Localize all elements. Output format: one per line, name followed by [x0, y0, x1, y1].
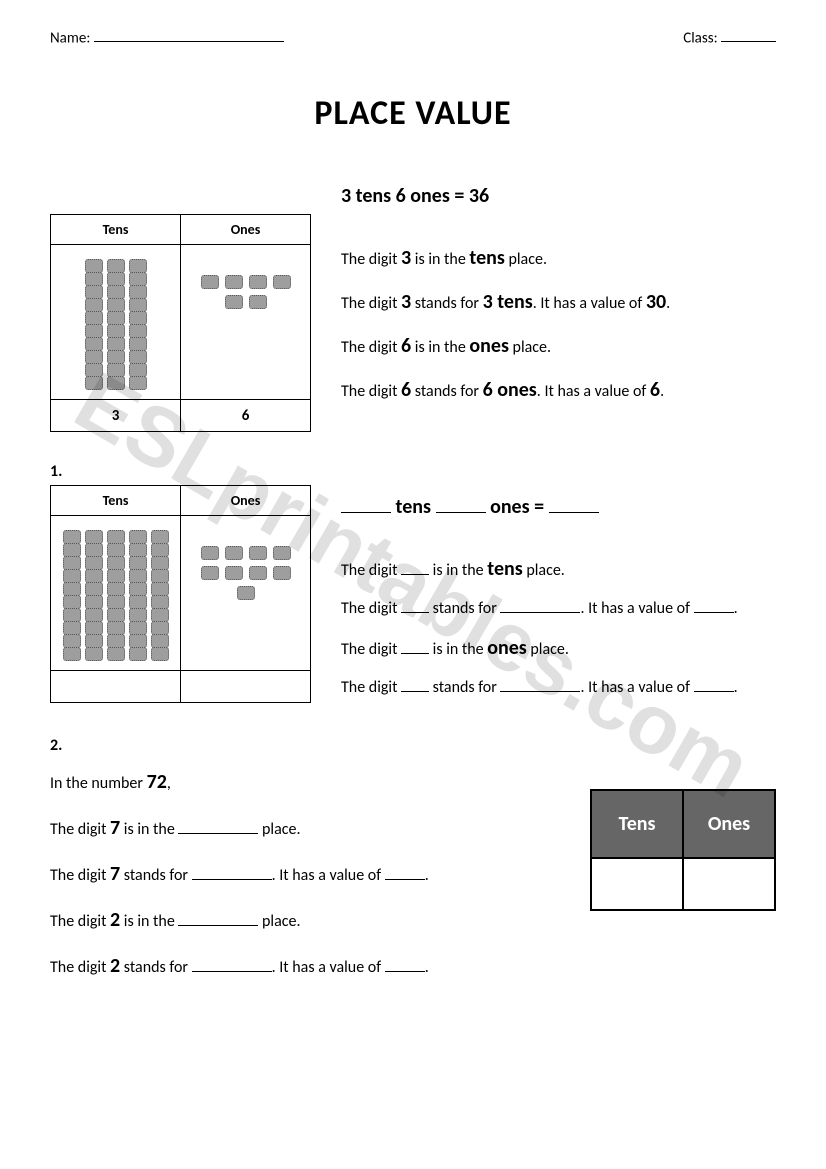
- q1-ones-blank[interactable]: [181, 671, 311, 703]
- tens-blocks-cell: [51, 245, 181, 400]
- q1-ones-cell: [181, 516, 311, 671]
- class-blank[interactable]: [721, 28, 776, 42]
- ex-line4: The digit 6 stands for 6 ones. It has a …: [341, 368, 776, 412]
- class-field: Class:: [683, 28, 776, 47]
- name-field: Name:: [50, 28, 284, 47]
- header: Name: Class:: [50, 28, 776, 47]
- example-table: TensOnes 36: [50, 214, 311, 432]
- q1-line2: The digit stands for . It has a value of…: [341, 591, 776, 626]
- q2-line4: The digit 2 stands for . It has a value …: [50, 943, 776, 989]
- th-tens: Tens: [51, 215, 181, 245]
- tens-digit: 3: [51, 400, 181, 432]
- q1-tens-cell: [51, 516, 181, 671]
- example-table-wrap: TensOnes 36: [50, 174, 311, 432]
- q2-number: 2.: [50, 736, 776, 755]
- example-row: TensOnes 36 3 tens 6 ones = 36 The digit…: [50, 174, 776, 432]
- q1-explain: tens ones = The digit is in the tens pla…: [341, 485, 776, 705]
- example-explain: 3 tens 6 ones = 36 The digit 3 is in the…: [341, 174, 776, 432]
- blank[interactable]: [549, 493, 599, 513]
- q1-tens-blank[interactable]: [51, 671, 181, 703]
- th-ones: Ones: [181, 215, 311, 245]
- mini-th-ones: Ones: [683, 790, 775, 858]
- name-blank[interactable]: [94, 28, 284, 42]
- ex-line1: The digit 3 is in the tens place.: [341, 236, 776, 280]
- ex-line3: The digit 6 is in the ones place.: [341, 324, 776, 368]
- ex-line2: The digit 3 stands for 3 tens. It has a …: [341, 280, 776, 324]
- q1-line4: The digit stands for . It has a value of…: [341, 670, 776, 705]
- q2-block: TensOnes In the number 72, The digit 7 i…: [50, 759, 776, 989]
- q1-row: TensOnes tens ones = The digit is in the…: [50, 485, 776, 705]
- mini-tens-blank[interactable]: [591, 858, 683, 910]
- q1-line3: The digit is in the ones place.: [341, 626, 776, 670]
- q1-th-tens: Tens: [51, 486, 181, 516]
- q1-th-ones: Ones: [181, 486, 311, 516]
- q1-table: TensOnes: [50, 485, 311, 703]
- ones-digit: 6: [181, 400, 311, 432]
- equation: 3 tens 6 ones = 36: [341, 174, 776, 218]
- page-title: PLACE VALUE: [50, 93, 776, 134]
- blank[interactable]: [436, 493, 486, 513]
- q2-mini-table: TensOnes: [590, 789, 776, 911]
- q1-number: 1.: [50, 462, 776, 481]
- mini-th-tens: Tens: [591, 790, 683, 858]
- mini-ones-blank[interactable]: [683, 858, 775, 910]
- worksheet-page: ESLprintables.com Name: Class: PLACE VAL…: [0, 0, 826, 1169]
- q1-table-wrap: TensOnes: [50, 485, 311, 705]
- ones-blocks-cell: [181, 245, 311, 400]
- q1-equation: tens ones =: [341, 485, 776, 529]
- q1-line1: The digit is in the tens place.: [341, 547, 776, 591]
- blank[interactable]: [341, 493, 391, 513]
